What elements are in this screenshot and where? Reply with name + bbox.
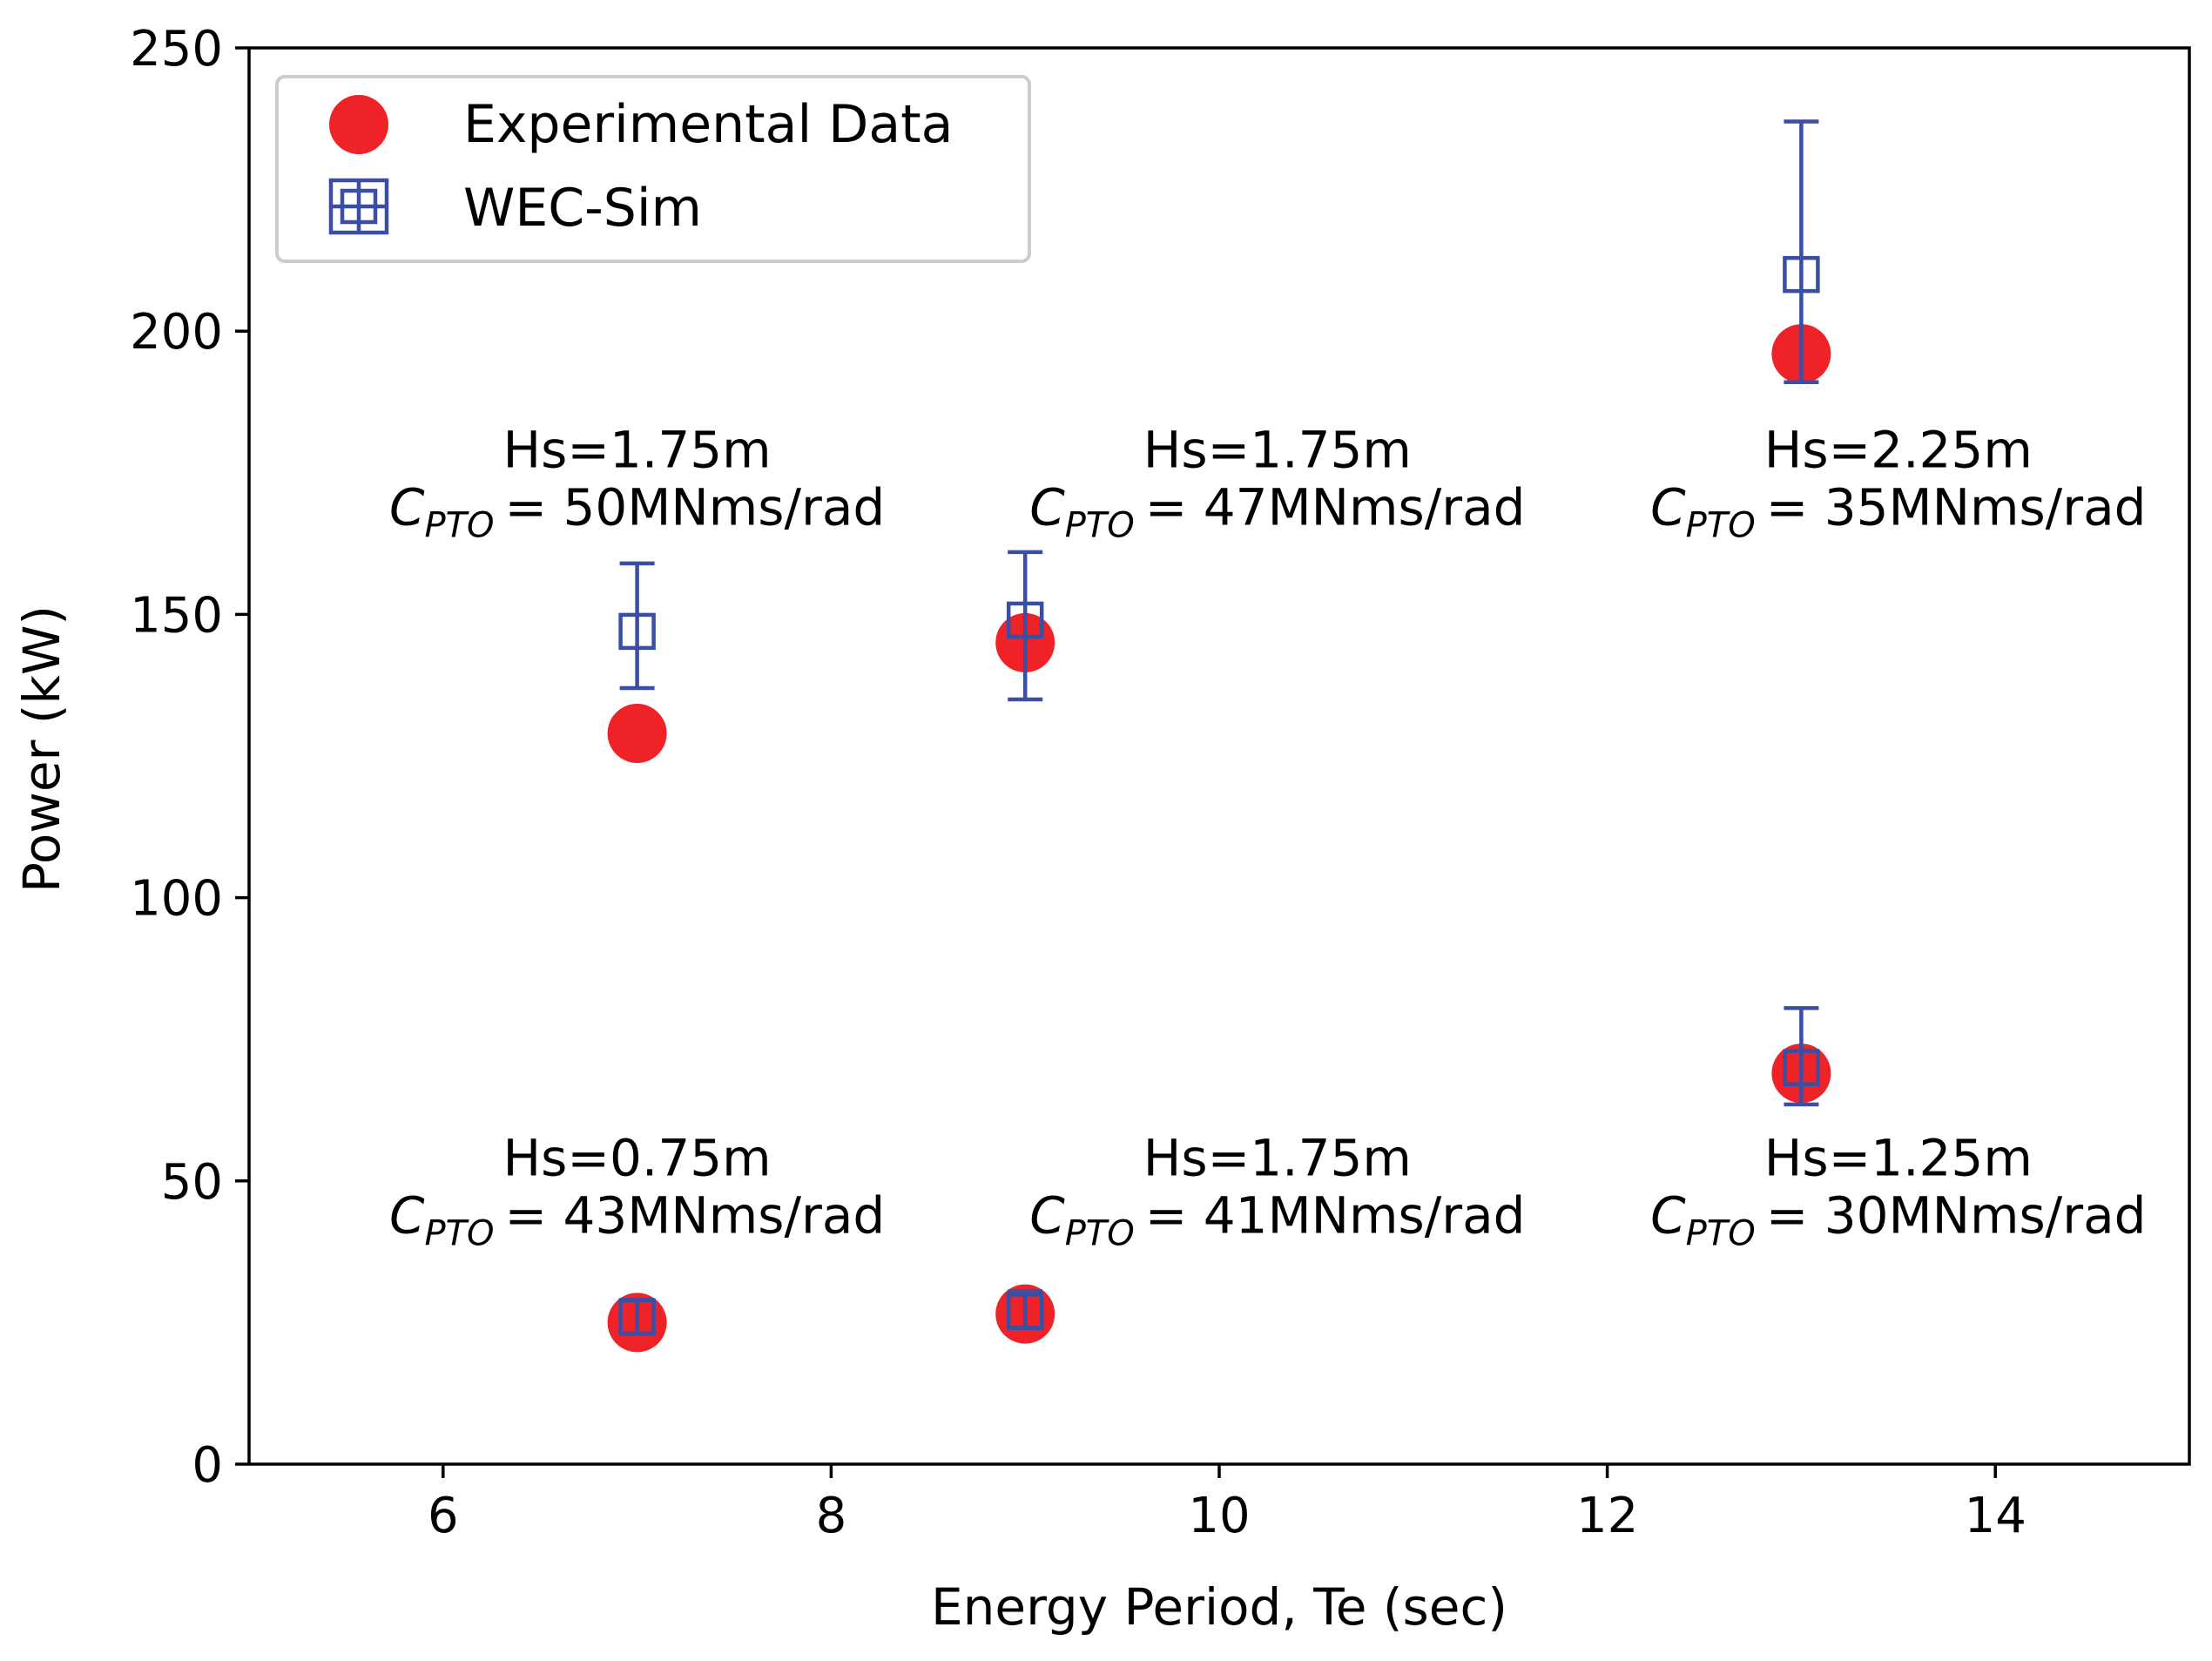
x-tick-label: 8	[816, 1488, 847, 1544]
legend-label-wecsim: WEC-Sim	[463, 178, 702, 239]
y-tick-label: 200	[130, 304, 223, 361]
annotation-value: = 50MNms/rad	[505, 477, 886, 537]
square-marker	[618, 1298, 656, 1336]
wecsim-point	[1006, 1289, 1044, 1331]
square-marker	[618, 612, 656, 651]
legend-label-experimental: Experimental Data	[463, 94, 953, 155]
annotation-subscript: PTO	[1686, 505, 1756, 545]
wecsim-point	[1783, 119, 1820, 384]
y-tick-label: 50	[161, 1154, 223, 1211]
legend-entry-experimental: Experimental Data	[329, 94, 953, 155]
annotation-hs: Hs=1.25m	[1764, 1128, 2033, 1187]
annotation-symbol: C	[389, 477, 425, 537]
x-tick-label: 10	[1188, 1488, 1250, 1544]
legend: Experimental Data WEC-Sim	[275, 75, 1031, 263]
legend-entry-wecsim: WEC-Sim	[328, 178, 702, 239]
legend-box	[275, 75, 1031, 263]
annotation-cpto: CPTO = 41MNms/rad	[1029, 1185, 1525, 1253]
wecsim-point	[1006, 550, 1044, 702]
wecsim-point	[618, 561, 656, 691]
annotation-cpto: CPTO = 43MNms/rad	[389, 1185, 885, 1253]
y-tick-label: 250	[130, 21, 223, 78]
wecsim-point	[618, 1298, 656, 1336]
x-tick-label: 12	[1576, 1488, 1638, 1544]
legend-marker-experimental	[329, 95, 388, 154]
annotation-subscript: PTO	[424, 1213, 494, 1253]
annotation-symbol: C	[1029, 477, 1065, 537]
annotation-hs: Hs=0.75m	[503, 1128, 772, 1187]
annotation-subscript: PTO	[424, 505, 494, 545]
annotation-cpto: CPTO = 50MNms/rad	[389, 477, 885, 545]
square-marker	[1006, 601, 1044, 639]
annotation-symbol: C	[1029, 1185, 1065, 1245]
annotation-hs: Hs=1.75m	[503, 420, 772, 479]
annotation-value: = 41MNms/rad	[1145, 1185, 1526, 1245]
annotation-hs: Hs=1.75m	[1143, 420, 1412, 479]
y-tick-label: 100	[130, 871, 223, 928]
wecsim-point	[1783, 1006, 1820, 1107]
x-tick-label: 6	[428, 1488, 459, 1544]
experimental-point	[607, 703, 667, 763]
annotation-cpto: CPTO = 35MNms/rad	[1650, 477, 2146, 545]
annotation: Hs=0.75m CPTO = 43MNms/rad	[389, 1128, 885, 1253]
y-tick-label: 0	[192, 1437, 223, 1494]
annotation-subscript: PTO	[1686, 1213, 1756, 1253]
y-tick-label: 150	[130, 587, 223, 644]
square-marker	[1006, 1293, 1044, 1330]
annotation-hs: Hs=2.25m	[1764, 420, 2033, 479]
annotation: Hs=1.75m CPTO = 50MNms/rad	[389, 420, 885, 545]
annotation-value: = 30MNms/rad	[1766, 1185, 2147, 1245]
y-axis-label: Power (kW)	[12, 605, 71, 893]
annotation-value: = 35MNms/rad	[1766, 477, 2147, 537]
annotation-value: = 43MNms/rad	[505, 1185, 886, 1245]
annotation-symbol: C	[1650, 477, 1686, 537]
square-marker	[1783, 255, 1820, 294]
annotation-hs: Hs=1.75m	[1143, 1128, 1412, 1187]
x-tick-label: 14	[1965, 1488, 2027, 1544]
square-marker	[1783, 1049, 1820, 1086]
annotation-subscript: PTO	[1065, 1213, 1135, 1253]
annotation-value: = 47MNms/rad	[1145, 477, 1526, 537]
annotation-symbol: C	[1650, 1185, 1686, 1245]
axes: 6 8 10 12 14 0 50 100 150 200 250	[130, 21, 2191, 1544]
annotation-cpto: CPTO = 30MNms/rad	[1650, 1185, 2146, 1253]
annotation-subscript: PTO	[1065, 505, 1135, 545]
x-axis-label: Energy Period, Te (sec)	[931, 1577, 1507, 1637]
annotation-symbol: C	[389, 1185, 425, 1245]
annotation-cpto: CPTO = 47MNms/rad	[1029, 477, 1525, 545]
